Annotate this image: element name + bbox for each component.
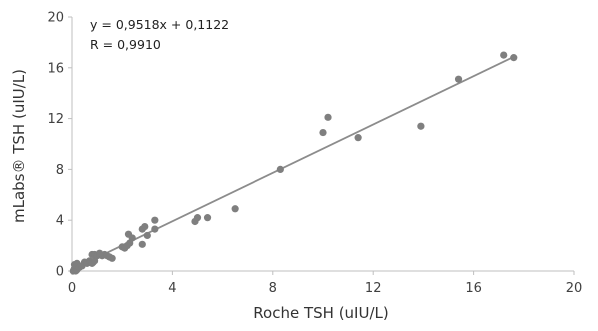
data-point — [454, 75, 463, 83]
y-tick-label: 12 — [47, 112, 64, 127]
x-tick-label: 4 — [168, 281, 176, 296]
trendline — [71, 56, 515, 271]
data-point — [231, 205, 239, 213]
equation-annotation: y = 0,9518x + 0,1122 — [90, 17, 229, 32]
data-point — [319, 128, 327, 137]
y-axis-title: mLabs® TSH (uIU/L) — [10, 69, 28, 223]
data-point — [193, 214, 202, 222]
data-point — [417, 122, 425, 130]
x-tick-label: 16 — [465, 281, 482, 296]
y-tick-label: 0 — [56, 265, 64, 280]
x-tick-label: 0 — [68, 281, 76, 296]
x-axis-title: Roche TSH (uIU/L) — [253, 304, 388, 322]
data-point — [510, 54, 518, 62]
data-point — [108, 254, 116, 262]
y-tick-label: 20 — [47, 11, 64, 26]
data-point — [138, 240, 146, 248]
data-point — [276, 165, 284, 173]
x-tick-label: 8 — [269, 281, 277, 296]
data-point — [151, 216, 159, 224]
data-point — [354, 134, 362, 142]
y-tick-label: 8 — [56, 163, 64, 178]
data-point — [141, 222, 149, 231]
labels: y = 0,9518x + 0,1122 R = 0,9910 Roche TS… — [10, 17, 389, 322]
y-tick-label: 4 — [56, 214, 64, 229]
y-tick-label: 16 — [47, 61, 64, 76]
data-point — [128, 234, 136, 242]
data-point — [324, 113, 332, 121]
data-points — [69, 51, 518, 275]
x-tick-label: 12 — [365, 281, 382, 296]
x-tick-label: 20 — [566, 281, 583, 296]
r-annotation: R = 0,9910 — [90, 37, 161, 52]
data-point — [143, 231, 151, 240]
data-point — [500, 51, 508, 59]
data-point — [96, 249, 104, 257]
axes: 0 4 8 12 16 20 0 4 8 12 16 20 — [47, 11, 582, 297]
data-point — [151, 225, 159, 233]
trendline-layer — [71, 56, 515, 271]
data-point — [203, 214, 212, 222]
